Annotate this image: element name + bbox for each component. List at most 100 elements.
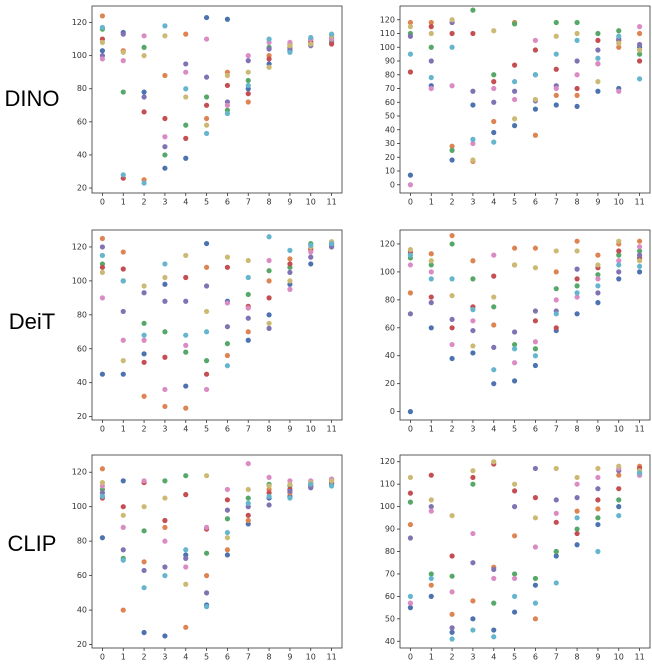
point (245, 500, 251, 506)
point (266, 56, 272, 62)
point (553, 548, 559, 555)
point (574, 526, 580, 532)
y-tick-label: 40 (77, 378, 87, 387)
y-tick-label: 60 (385, 98, 395, 107)
x-tick-label: 1 (429, 653, 434, 662)
point (99, 56, 106, 62)
x-tick-label: 7 (554, 653, 559, 662)
point (511, 262, 518, 268)
point (183, 86, 189, 92)
y-tick-label: 120 (380, 457, 395, 466)
point (183, 61, 189, 67)
point (595, 88, 601, 94)
point (141, 109, 147, 115)
point (428, 571, 434, 577)
point (532, 600, 539, 606)
point (120, 172, 126, 178)
point (428, 44, 434, 50)
y-tick-label: 80 (77, 84, 87, 93)
point (141, 180, 147, 186)
point (162, 495, 168, 501)
point (574, 495, 580, 501)
x-tick-label: 8 (267, 653, 272, 662)
point (224, 16, 231, 22)
point (532, 265, 539, 271)
point (407, 69, 414, 75)
y-tick-label: 90 (385, 57, 395, 66)
point (616, 262, 622, 268)
point (266, 320, 272, 326)
point (449, 625, 455, 631)
point (308, 254, 314, 260)
x-tick-label: 0 (100, 425, 105, 434)
point (574, 311, 580, 317)
point (595, 465, 601, 472)
y-tick-label: 40 (385, 351, 395, 360)
point (183, 94, 189, 100)
point (407, 290, 414, 296)
point (99, 269, 106, 276)
point (162, 329, 168, 335)
y-tick-label: 20 (385, 153, 395, 162)
x-tick-label: 5 (512, 653, 517, 662)
point (407, 409, 414, 415)
point (491, 273, 497, 279)
point (491, 72, 497, 78)
point (428, 24, 434, 30)
point (470, 136, 476, 142)
point (470, 598, 476, 604)
point (328, 31, 335, 37)
point (595, 252, 601, 258)
point (449, 573, 455, 579)
point (470, 276, 476, 282)
point (183, 624, 189, 630)
point (183, 69, 189, 75)
point (428, 325, 434, 331)
point (266, 493, 272, 499)
point (120, 478, 126, 484)
point (266, 257, 272, 264)
y-tick-label: 120 (72, 242, 87, 251)
x-tick-label: 0 (408, 425, 413, 434)
point (511, 62, 518, 68)
x-tick-label: 3 (162, 425, 167, 434)
point (511, 360, 518, 366)
point (203, 604, 210, 610)
point (616, 472, 622, 478)
point (616, 252, 622, 258)
point (532, 495, 539, 501)
point (574, 19, 580, 26)
point (574, 92, 580, 98)
point (553, 51, 559, 57)
point (407, 521, 414, 528)
point (470, 616, 476, 622)
x-tick-label: 2 (142, 198, 147, 207)
x-tick-label: 6 (533, 198, 538, 207)
point (162, 165, 168, 171)
x-tick-label: 11 (326, 425, 336, 434)
point (162, 354, 168, 360)
point (491, 85, 497, 92)
y-tick-label: 20 (77, 184, 87, 193)
point (449, 17, 455, 23)
point (120, 308, 126, 315)
plot-frame (399, 5, 651, 194)
x-tick-label: 1 (121, 425, 126, 434)
point (511, 571, 518, 577)
point (407, 474, 414, 481)
point (532, 616, 539, 622)
point (553, 248, 559, 254)
point (616, 248, 622, 254)
point (99, 48, 106, 54)
point (245, 512, 251, 518)
y-tick-label: 80 (77, 537, 87, 546)
point (449, 611, 455, 617)
point (328, 478, 335, 484)
point (470, 307, 476, 313)
point (491, 252, 497, 258)
point (636, 24, 643, 30)
point (183, 555, 189, 561)
point (636, 51, 643, 57)
point (141, 44, 147, 50)
point (470, 88, 476, 94)
